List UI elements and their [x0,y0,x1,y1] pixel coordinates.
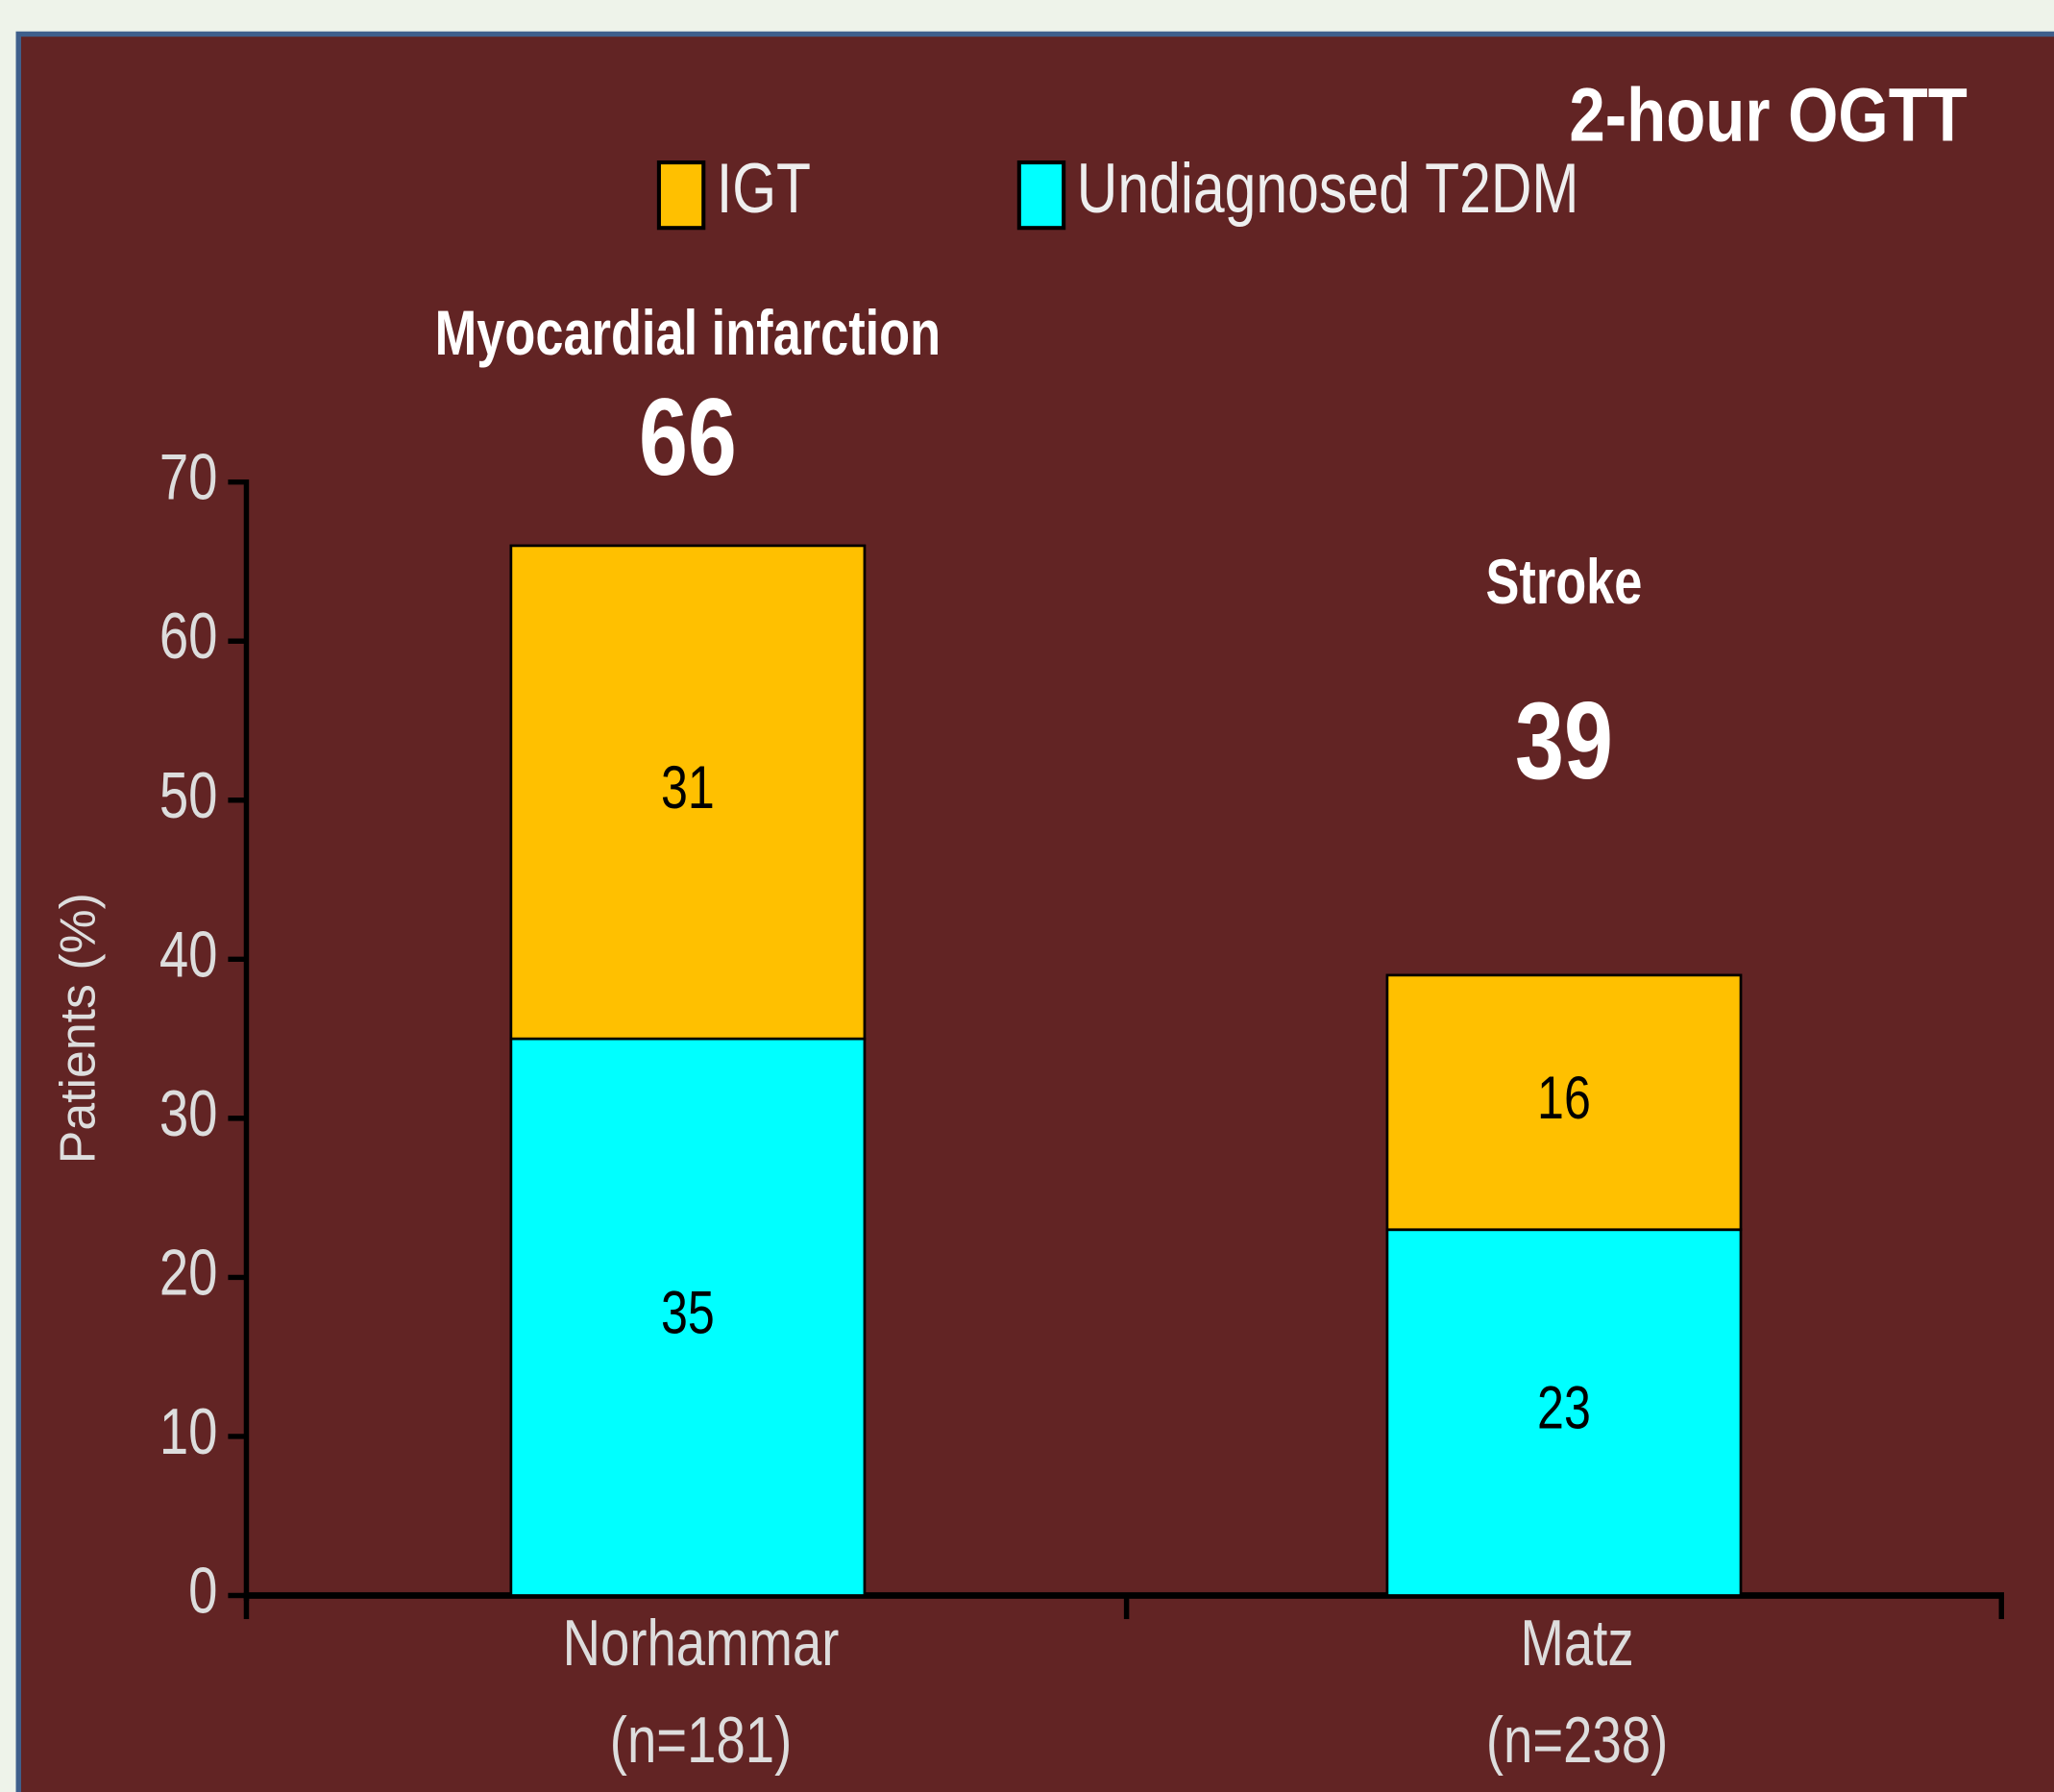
bar-segment [1385,1228,1743,1597]
chart-panel [15,31,2054,1792]
bar-segment [509,1037,867,1597]
total-label: 39 [1515,678,1613,801]
x-tick-note: (n=181) [610,1704,792,1777]
legend-label: IGT [717,150,811,229]
value-label: 16 [1537,1066,1591,1133]
value-label: 23 [1537,1375,1591,1442]
value-label: 31 [661,755,715,822]
y-tick-label: 70 [159,441,218,514]
y-tick-label: 10 [159,1395,218,1468]
bar-segment [509,544,867,1041]
x-tick-label: Matz [1521,1607,1634,1680]
x-tick-label: Norhammar [563,1607,840,1680]
y-tick-label: 50 [159,759,218,832]
group-label: Myocardial infarction [435,297,941,368]
bar-segment [1385,973,1743,1232]
value-label: 35 [661,1280,715,1347]
total-label: 66 [639,375,737,498]
y-tick-label: 40 [159,919,218,992]
y-tick-label: 0 [188,1555,217,1628]
legend-swatch [1016,160,1066,231]
y-tick-label: 20 [159,1237,218,1310]
chart-title: 2-hour OGTT [1569,72,1968,157]
x-tick-note: (n=238) [1486,1704,1668,1777]
y-axis-label: Patients (%) [49,893,105,1164]
group-label: Stroke [1485,546,1642,617]
y-tick-label: 60 [159,600,218,673]
legend-label: Undiagnosed T2DM [1077,150,1579,229]
y-tick-label: 30 [159,1077,218,1150]
legend-swatch [656,160,706,231]
